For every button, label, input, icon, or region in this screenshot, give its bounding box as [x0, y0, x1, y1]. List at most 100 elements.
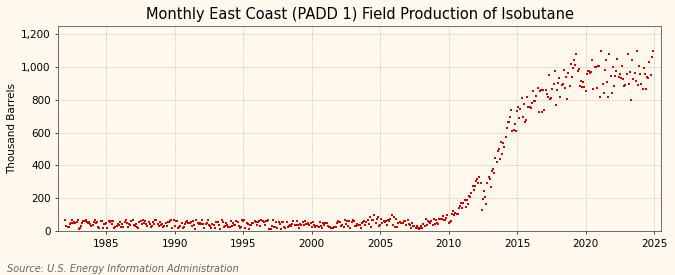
Point [184, 221, 195, 226]
Point [626, 98, 637, 102]
Point [230, 223, 240, 227]
Point [571, 51, 582, 56]
Point [540, 87, 551, 92]
Point [495, 140, 506, 144]
Point [158, 224, 169, 229]
Point [502, 120, 513, 124]
Point [525, 106, 536, 110]
Point [360, 223, 371, 227]
Point [593, 64, 603, 68]
Point [63, 225, 74, 229]
Point [313, 225, 324, 230]
Point [136, 221, 147, 226]
Point [541, 92, 552, 96]
Point [163, 219, 174, 224]
Point [133, 226, 144, 230]
Point [401, 223, 412, 227]
Point [583, 69, 594, 73]
Point [644, 60, 655, 65]
Point [480, 195, 491, 200]
Point [513, 105, 524, 109]
Point [157, 222, 167, 226]
Point [67, 218, 78, 222]
Point [255, 224, 266, 229]
Point [434, 217, 445, 221]
Point [553, 81, 564, 86]
Point [394, 220, 405, 225]
Point [378, 219, 389, 223]
Point [381, 223, 392, 227]
Point [108, 219, 119, 224]
Point [285, 222, 296, 227]
Point [556, 82, 567, 87]
Point [602, 80, 613, 84]
Point [529, 98, 539, 103]
Point [429, 222, 440, 227]
Point [598, 91, 609, 96]
Point [134, 220, 144, 225]
Point [279, 225, 290, 230]
Point [288, 219, 299, 223]
Point [411, 224, 422, 228]
Point [79, 219, 90, 223]
Point [148, 222, 159, 226]
Point [573, 67, 584, 71]
Point [579, 85, 590, 90]
Point [259, 223, 270, 228]
Point [550, 102, 561, 107]
Point [90, 218, 101, 222]
Point [432, 221, 443, 225]
Point [76, 224, 86, 228]
Point [532, 86, 543, 90]
Point [492, 148, 503, 153]
Point [400, 219, 410, 224]
Point [183, 221, 194, 225]
Point [321, 221, 332, 225]
Point [171, 219, 182, 224]
Point [427, 223, 438, 227]
Point [581, 72, 592, 76]
Point [219, 225, 230, 229]
Point [115, 220, 126, 224]
Point [608, 65, 618, 70]
Point [215, 226, 226, 231]
Point [414, 226, 425, 230]
Point [388, 215, 399, 219]
Point [249, 219, 260, 223]
Point [148, 219, 159, 224]
Point [624, 70, 635, 75]
Point [335, 220, 346, 224]
Point [61, 224, 72, 228]
Point [312, 224, 323, 229]
Point [229, 222, 240, 227]
Point [585, 70, 595, 75]
Point [435, 217, 446, 221]
Point [90, 220, 101, 225]
Point [383, 218, 394, 222]
Point [115, 225, 126, 229]
Point [99, 222, 109, 226]
Point [551, 88, 562, 92]
Point [340, 221, 351, 226]
Point [234, 224, 244, 228]
Point [257, 219, 268, 223]
Point [358, 219, 369, 224]
Point [198, 222, 209, 226]
Point [635, 72, 646, 76]
Point [387, 223, 398, 227]
Point [333, 219, 344, 224]
Point [72, 220, 82, 224]
Point [491, 160, 502, 164]
Point [441, 216, 452, 220]
Point [300, 219, 310, 223]
Point [505, 114, 516, 119]
Point [641, 87, 651, 92]
Point [186, 220, 196, 224]
Point [369, 213, 380, 217]
Point [393, 221, 404, 225]
Point [95, 219, 106, 224]
Point [303, 221, 314, 225]
Point [330, 224, 341, 229]
Point [85, 222, 96, 227]
Point [146, 224, 157, 229]
